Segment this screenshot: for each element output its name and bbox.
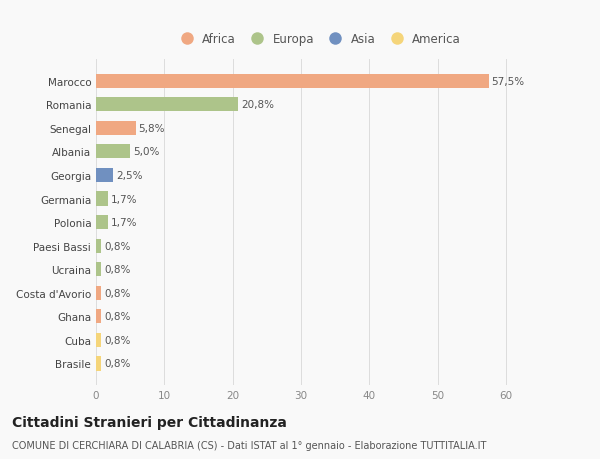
Text: 57,5%: 57,5% bbox=[491, 77, 524, 87]
Text: 0,8%: 0,8% bbox=[104, 335, 131, 345]
Text: 0,8%: 0,8% bbox=[104, 358, 131, 369]
Bar bbox=[96, 286, 101, 300]
Text: 2,5%: 2,5% bbox=[116, 171, 142, 180]
Text: 0,8%: 0,8% bbox=[104, 312, 131, 322]
Text: 0,8%: 0,8% bbox=[104, 265, 131, 274]
Bar bbox=[96, 122, 136, 135]
Bar bbox=[96, 333, 101, 347]
Bar bbox=[96, 310, 101, 324]
Text: COMUNE DI CERCHIARA DI CALABRIA (CS) - Dati ISTAT al 1° gennaio - Elaborazione T: COMUNE DI CERCHIARA DI CALABRIA (CS) - D… bbox=[12, 440, 487, 450]
Bar bbox=[96, 216, 107, 230]
Bar bbox=[96, 74, 489, 89]
Bar bbox=[96, 192, 107, 206]
Text: 1,7%: 1,7% bbox=[110, 194, 137, 204]
Text: 5,0%: 5,0% bbox=[133, 147, 159, 157]
Text: 0,8%: 0,8% bbox=[104, 241, 131, 251]
Text: 0,8%: 0,8% bbox=[104, 288, 131, 298]
Legend: Africa, Europa, Asia, America: Africa, Europa, Asia, America bbox=[172, 30, 464, 50]
Bar bbox=[96, 145, 130, 159]
Bar bbox=[96, 98, 238, 112]
Text: 20,8%: 20,8% bbox=[241, 100, 274, 110]
Text: 1,7%: 1,7% bbox=[110, 218, 137, 228]
Text: 5,8%: 5,8% bbox=[139, 123, 165, 134]
Text: Cittadini Stranieri per Cittadinanza: Cittadini Stranieri per Cittadinanza bbox=[12, 415, 287, 429]
Bar bbox=[96, 168, 113, 183]
Bar bbox=[96, 239, 101, 253]
Bar bbox=[96, 263, 101, 277]
Bar bbox=[96, 357, 101, 371]
